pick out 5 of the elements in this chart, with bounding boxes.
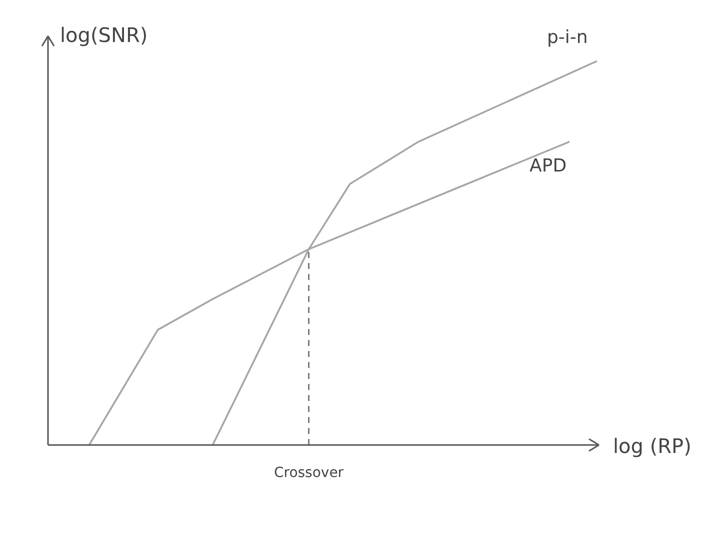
text: Crossover [274,465,344,481]
y-axis-title: log(SNR) [60,23,148,47]
series-label: p-i-n [547,27,588,48]
x-axis-title: log (RP) [613,434,692,458]
series-label: APD [530,156,567,177]
